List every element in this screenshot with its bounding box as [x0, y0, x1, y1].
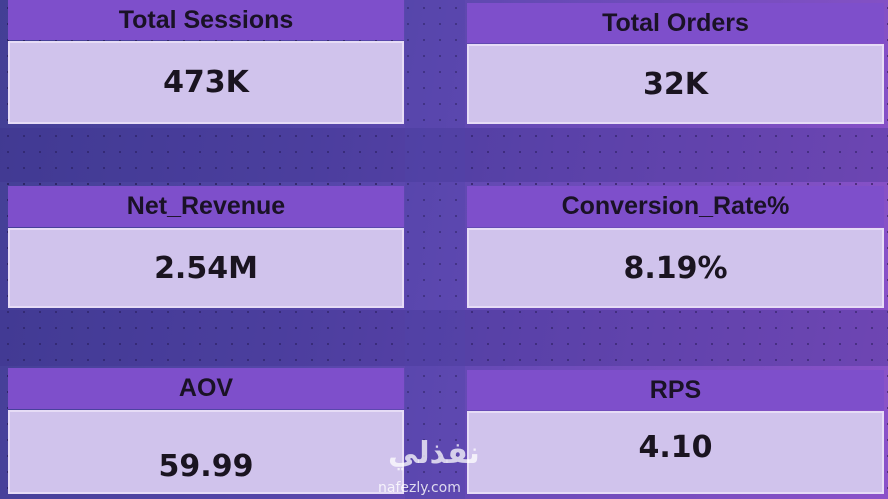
card-title: Conversion_Rate%: [467, 186, 884, 227]
card-value: 59.99: [8, 410, 404, 494]
card-title: RPS: [467, 370, 884, 410]
card-title: Total Sessions: [8, 0, 404, 40]
card-value: 32K: [467, 44, 884, 124]
card-value: 473K: [8, 41, 404, 124]
background-band: [0, 310, 888, 366]
card-value: 4.10: [467, 411, 884, 494]
card-title: Net_Revenue: [8, 186, 404, 227]
background-strip: [405, 0, 465, 499]
card-title: AOV: [8, 368, 404, 409]
card-value: 8.19%: [467, 228, 884, 308]
watermark-site: nafezly.com: [378, 480, 461, 496]
card-value: 2.54M: [8, 228, 404, 308]
card-title: Total Orders: [467, 3, 884, 43]
watermark-logo: نفذلي: [388, 436, 480, 471]
background-band: [0, 128, 888, 182]
